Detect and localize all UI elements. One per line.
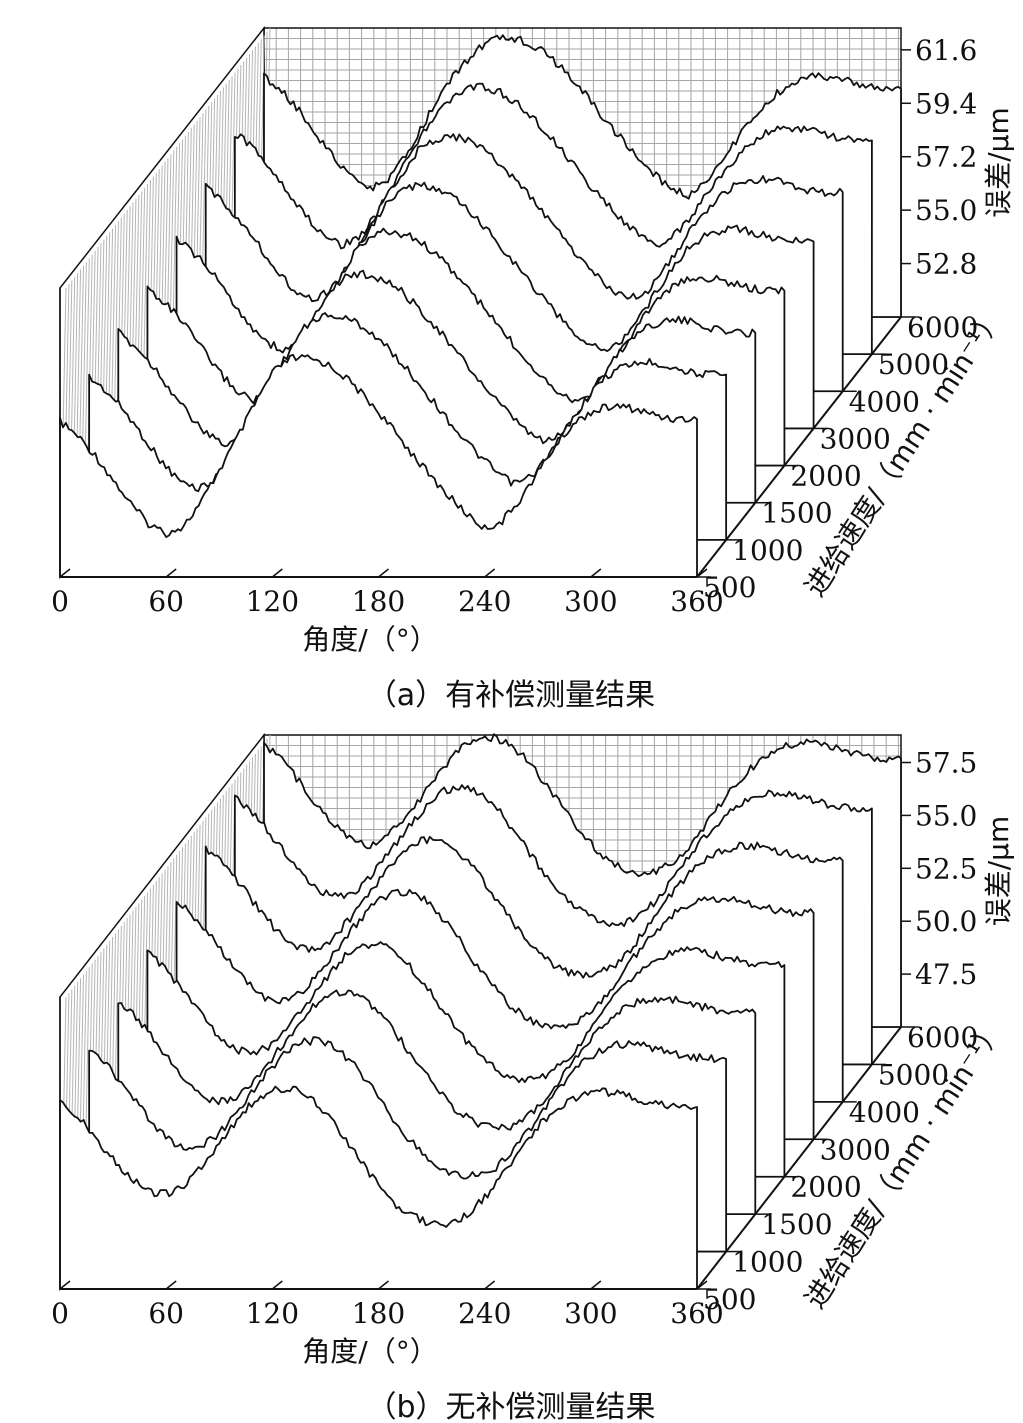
x-tick-label: 120 xyxy=(246,585,299,618)
x-tick-mark xyxy=(165,1280,177,1290)
x-tick-mark xyxy=(378,1280,389,1290)
chart-panel-a: 0 60 120 180 240 300 360 52.8 55.0 57.2 59.4 61.6 50… xyxy=(0,0,1023,711)
x-axis-title: 角度/（°） xyxy=(302,1335,437,1368)
z-tick-label: 500 xyxy=(703,571,756,604)
z-tick-label: 1500 xyxy=(761,1208,832,1241)
x-tick-label: 180 xyxy=(352,585,405,618)
y-tick-label: 61.6 xyxy=(915,34,977,67)
z-axis-line xyxy=(696,1026,902,1290)
z-tick-label: 3000 xyxy=(820,1133,891,1166)
series-line-500 xyxy=(59,353,698,578)
z-tick-label: 5000 xyxy=(878,348,949,381)
x-tick-mark xyxy=(590,1280,602,1290)
y-tick-label: 57.2 xyxy=(915,141,977,174)
z-tick-label: 4000 xyxy=(849,1096,920,1129)
y-axis-title: 误差/μm xyxy=(982,107,1015,218)
y-tick-label: 52.5 xyxy=(915,852,977,885)
x-tick-label: 180 xyxy=(352,1297,405,1330)
chart-panel-b: 0 60 120 180 240 300 360 47.5 50.0 52.5 55.0 57.5 50… xyxy=(0,711,1023,1423)
z-tick-label: 6000 xyxy=(907,1021,978,1054)
x-tick-label: 0 xyxy=(51,585,69,618)
chart-a-svg: 0 60 120 180 240 300 360 52.8 55.0 57.2 59.4 61.6 50… xyxy=(51,25,1015,711)
x-tick-label: 360 xyxy=(670,1297,723,1330)
x-tick-label: 300 xyxy=(564,1297,617,1330)
z-tick-label: 1000 xyxy=(732,534,803,567)
x-tick-mark xyxy=(590,568,602,578)
chart-caption: （b）无补偿测量结果 xyxy=(366,1390,655,1423)
z-axis-line xyxy=(696,316,902,578)
y-tick-label: 59.4 xyxy=(915,87,977,120)
x-tick-mark xyxy=(271,1280,283,1290)
x-tick-label: 240 xyxy=(458,585,511,618)
series-group xyxy=(59,34,902,578)
x-tick-mark xyxy=(378,568,389,578)
x-tick-mark xyxy=(165,568,177,578)
x-tick-mark xyxy=(696,1280,708,1290)
series-line-500 xyxy=(59,1085,698,1290)
z-tick-label: 2000 xyxy=(790,460,861,493)
x-tick-mark xyxy=(59,568,71,578)
x-tick-label: 240 xyxy=(458,1297,511,1330)
x-tick-mark xyxy=(59,1280,71,1290)
series-group xyxy=(59,733,902,1290)
x-tick-label: 360 xyxy=(670,585,723,618)
z-tick-label: 500 xyxy=(703,1283,756,1316)
x-tick-label: 0 xyxy=(51,1297,69,1330)
y-axis-title: 误差/μm xyxy=(982,816,1015,927)
x-tick-mark xyxy=(484,1280,496,1290)
y-tick-label: 57.5 xyxy=(915,747,977,780)
z-tick-label: 2000 xyxy=(790,1171,861,1204)
z-tick-label: 3000 xyxy=(820,422,891,455)
y-tick-label: 55.0 xyxy=(915,194,977,227)
chart-caption: （a）有补偿测量结果 xyxy=(367,678,655,711)
x-tick-label: 120 xyxy=(246,1297,299,1330)
z-tick-label: 4000 xyxy=(849,385,920,418)
x-tick-mark xyxy=(696,568,708,578)
z-tick-label: 6000 xyxy=(907,311,978,344)
x-tick-label: 300 xyxy=(564,585,617,618)
z-tick-label: 5000 xyxy=(878,1058,949,1091)
z-tick-label: 1000 xyxy=(732,1246,803,1279)
x-tick-label: 60 xyxy=(148,1297,184,1330)
x-axis-title: 角度/（°） xyxy=(302,623,437,656)
y-tick-label: 55.0 xyxy=(915,799,977,832)
y-tick-label: 47.5 xyxy=(915,958,977,991)
x-tick-label: 60 xyxy=(148,585,184,618)
chart-b-svg: 0 60 120 180 240 300 360 47.5 50.0 52.5 55.0 57.5 50… xyxy=(51,732,1015,1423)
z-tick-label: 1500 xyxy=(761,497,832,530)
y-tick-label: 52.8 xyxy=(915,248,977,281)
x-tick-mark xyxy=(484,568,496,578)
y-tick-label: 50.0 xyxy=(915,905,977,938)
x-tick-mark xyxy=(271,568,283,578)
